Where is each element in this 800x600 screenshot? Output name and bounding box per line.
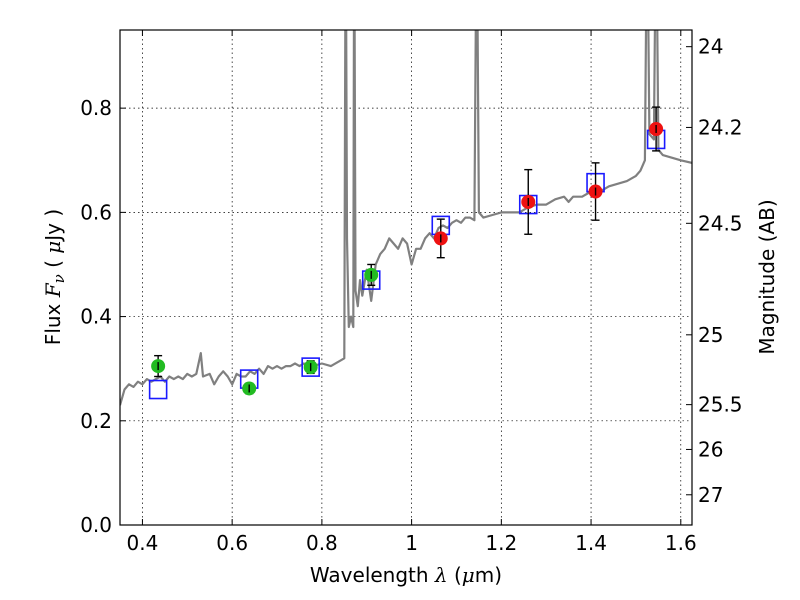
x-tick-label: 1.6 <box>665 531 697 555</box>
right-tick-label: 25.5 <box>698 393 743 417</box>
grid-lines <box>120 30 692 526</box>
spectrum-layer <box>120 30 692 406</box>
y-tick-label: 0.4 <box>80 305 112 329</box>
right-tick-label: 27 <box>698 483 723 507</box>
right-tick-label: 25 <box>698 323 723 347</box>
right-tick-label: 24.5 <box>698 211 743 235</box>
plot-frame <box>119 29 693 526</box>
model-box <box>301 357 320 377</box>
right-tick-label: 24 <box>698 35 723 59</box>
right-axis-label: Magnitude (AB) <box>755 199 779 354</box>
x-tick-label: 0.4 <box>127 531 159 555</box>
model-box <box>148 379 168 400</box>
ticks: 0.4 0.6 0.8 1 1.2 1.4 1.6 0.0 0.2 0.4 0.6 0.8 24 24.2… <box>80 30 743 555</box>
spectrum-line <box>120 30 692 406</box>
x-tick-label: 1.4 <box>575 531 607 555</box>
y-axis-label: Flux Fν ( μJy ) <box>41 209 68 345</box>
x-tick-label: 1.2 <box>485 531 517 555</box>
right-tick-label: 24.2 <box>698 115 743 139</box>
x-axis-label: Wavelength λ (μm) <box>310 563 502 587</box>
x-tick-label: 0.6 <box>216 531 248 555</box>
y-tick-label: 0.0 <box>80 513 112 537</box>
y-tick-label: 0.8 <box>80 96 112 120</box>
x-tick-label: 0.8 <box>306 531 338 555</box>
x-tick-label: 1 <box>405 531 418 555</box>
marks-layer <box>148 106 666 400</box>
right-tick-label: 26 <box>698 437 723 461</box>
y-tick-label: 0.2 <box>80 409 112 433</box>
y-tick-label: 0.6 <box>80 200 112 224</box>
